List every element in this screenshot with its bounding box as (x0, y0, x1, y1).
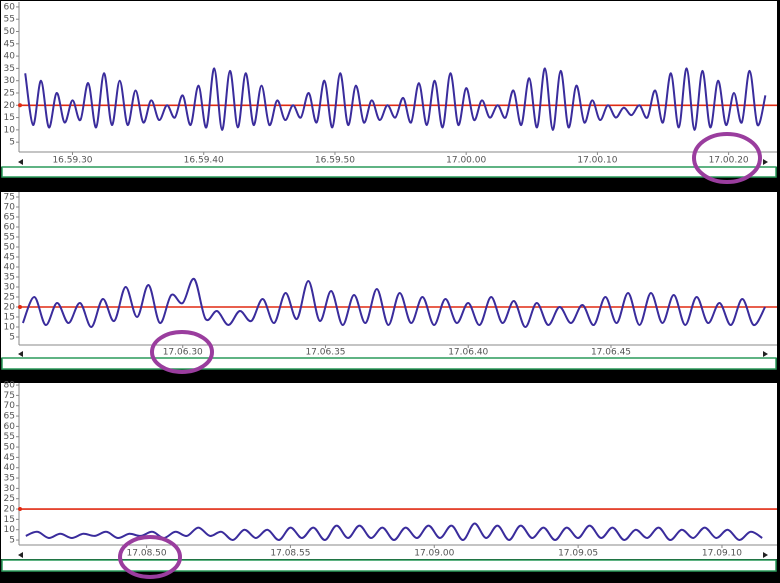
y-tick-label: 25 (4, 88, 15, 98)
y-tick-label: 5 (9, 333, 15, 343)
plot-area (1, 1, 777, 153)
y-tick-label: 10 (4, 323, 16, 333)
y-tick-label: 15 (4, 515, 15, 525)
y-tick-label: 45 (4, 39, 15, 49)
time-strip (1, 345, 777, 358)
x-tick-label: 17.08.55 (270, 549, 310, 559)
waveform (24, 67, 767, 131)
y-tick-label: 50 (4, 27, 16, 37)
y-tick-label: 20 (4, 303, 16, 313)
y-tick-label: 60 (4, 2, 16, 12)
y-tick-label: 40 (4, 463, 16, 473)
y-tick-label: 30 (4, 484, 16, 494)
y-tick-label: 60 (4, 422, 16, 432)
y-tick-label: 25 (4, 494, 15, 504)
waveform (25, 522, 763, 541)
y-tick-label: 45 (4, 253, 15, 263)
y-tick-label: 35 (4, 474, 15, 484)
x-tick-label: 17.06.45 (591, 348, 631, 358)
y-tick-label: 40 (4, 52, 16, 62)
y-tick-label: 35 (4, 64, 15, 74)
x-tick-label: 17.09.00 (414, 549, 454, 559)
x-tick-label: 17.00.20 (709, 156, 749, 166)
y-tick-label: 75 (4, 391, 15, 401)
time-strip (1, 545, 777, 559)
y-tick-label: 20 (4, 101, 16, 111)
y-tick-label: 5 (9, 138, 15, 148)
highlight-circle (692, 132, 762, 184)
x-tick-label: 17.00.10 (577, 156, 617, 166)
x-tick-label: 17.06.30 (163, 348, 203, 358)
y-tick-label: 40 (4, 263, 16, 273)
y-tick-label: 15 (4, 113, 15, 123)
scroll-bar[interactable] (1, 559, 777, 572)
y-tick-label: 70 (4, 203, 16, 213)
y-tick-label: 30 (4, 76, 16, 86)
x-tick-label: 17.06.40 (448, 348, 488, 358)
y-tick-label: 35 (4, 273, 15, 283)
y-tick-label: 55 (4, 15, 15, 25)
scroll-bar[interactable] (1, 166, 777, 178)
y-tick-label: 55 (4, 432, 15, 442)
y-tick-label: 75 (4, 193, 15, 203)
x-tick-label: 17.09.10 (702, 549, 742, 559)
y-tick-label: 65 (4, 213, 15, 223)
x-tick-label: 17.00.00 (446, 156, 486, 166)
y-tick-label: 25 (4, 293, 15, 303)
y-tick-label: 50 (4, 243, 16, 253)
waveform (21, 277, 766, 329)
reference-marker (18, 507, 22, 512)
time-strip (1, 153, 777, 167)
x-tick-label: 16.59.50 (315, 156, 355, 166)
y-tick-label: 55 (4, 233, 15, 243)
plot-area (1, 192, 777, 345)
y-tick-label: 30 (4, 283, 16, 293)
x-tick-label: 16.59.30 (52, 156, 92, 166)
y-tick-label: 20 (4, 505, 16, 515)
x-tick-label: 17.08.50 (127, 549, 167, 559)
y-tick-label: 65 (4, 412, 15, 422)
reference-marker (18, 305, 22, 309)
y-tick-label: 70 (4, 401, 16, 411)
highlight-circle (118, 535, 182, 579)
x-tick-label: 17.06.35 (305, 348, 345, 358)
y-tick-label: 10 (4, 525, 16, 535)
y-tick-label: 45 (4, 453, 15, 463)
plot-area (1, 383, 777, 545)
y-tick-label: 10 (4, 125, 16, 135)
x-tick-label: 17.09.05 (558, 549, 598, 559)
x-tick-label: 16.59.40 (184, 156, 224, 166)
y-tick-label: 80 (4, 381, 16, 391)
y-tick-label: 5 (9, 536, 15, 546)
highlight-circle (150, 330, 214, 374)
reference-marker (18, 103, 22, 108)
y-tick-label: 15 (4, 313, 15, 323)
scroll-bar[interactable] (1, 357, 777, 370)
y-tick-label: 60 (4, 223, 16, 233)
y-tick-label: 50 (4, 443, 16, 453)
